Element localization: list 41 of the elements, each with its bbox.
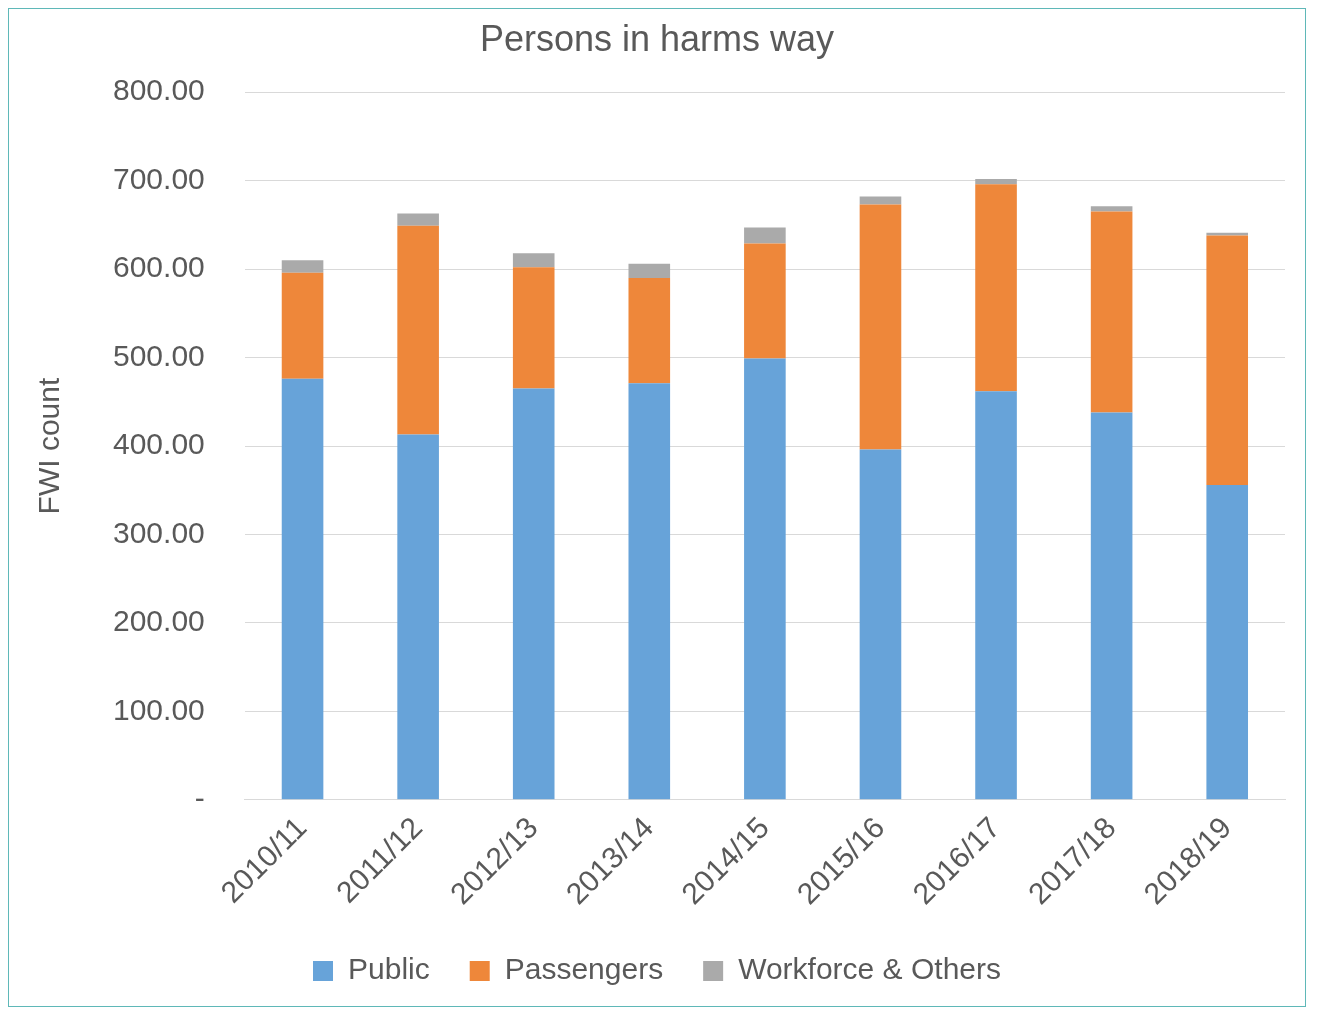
bar	[281, 272, 324, 379]
bar	[744, 358, 786, 800]
bar	[281, 260, 324, 273]
bar	[744, 243, 786, 359]
bar	[975, 184, 1017, 392]
bar	[397, 434, 439, 800]
bar	[628, 263, 671, 278]
bar	[1090, 211, 1133, 413]
bar	[975, 391, 1017, 800]
y-tick-label: 200.00	[112, 604, 205, 638]
legend-label: Workforce & Others	[738, 952, 1001, 986]
bar	[1206, 484, 1249, 800]
bar	[628, 383, 671, 800]
bar	[512, 267, 555, 389]
bar	[628, 277, 671, 384]
y-tick-label: 400.00	[112, 427, 205, 461]
bar	[397, 213, 439, 226]
bar	[975, 178, 1017, 185]
bar	[744, 227, 786, 244]
bar	[1090, 412, 1133, 800]
bar	[397, 225, 439, 435]
chart-title: Persons in harms way	[479, 17, 835, 59]
y-tick-label: 100.00	[112, 692, 205, 726]
bar	[859, 449, 902, 800]
bar	[859, 204, 902, 450]
y-tick-label: 500.00	[112, 338, 205, 372]
y-tick-label: 600.00	[112, 250, 205, 284]
legend-label: Passengers	[504, 952, 664, 986]
y-tick-label: 700.00	[112, 161, 205, 195]
bar	[281, 378, 324, 800]
bar	[512, 253, 555, 268]
bar	[1206, 232, 1249, 236]
bar	[1090, 206, 1133, 212]
y-tick-label: 800.00	[112, 73, 205, 107]
bar	[1206, 235, 1249, 485]
bar	[859, 196, 902, 205]
y-tick-label: 300.00	[112, 515, 205, 549]
bar	[512, 388, 555, 800]
y-tick-label: -	[194, 781, 205, 815]
legend-label: Public	[348, 952, 430, 986]
y-axis-title: FWI count	[32, 377, 66, 515]
